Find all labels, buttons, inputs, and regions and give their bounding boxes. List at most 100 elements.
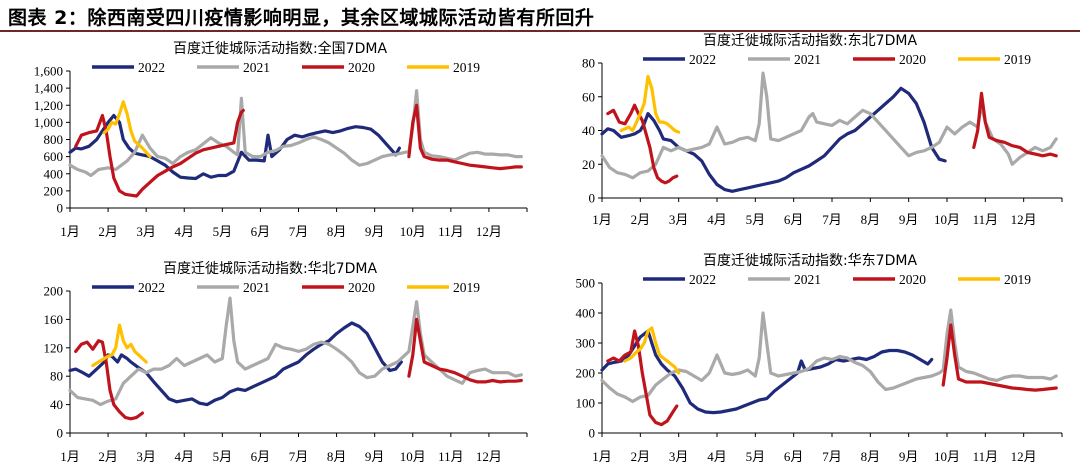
series-line-2022 <box>68 321 403 407</box>
x-tick-label: 5月 <box>213 449 233 464</box>
series-line-2020 <box>941 323 1058 392</box>
legend-label-2019: 2019 <box>1004 272 1031 287</box>
y-tick-label: 40 <box>582 123 595 138</box>
x-tick-label: 2月 <box>98 449 118 464</box>
y-tick-label: 120 <box>44 340 64 355</box>
legend-label-2021: 2021 <box>243 280 270 295</box>
x-tick-label: 4月 <box>174 224 194 239</box>
series-line-2022 <box>68 113 401 181</box>
series-line-2020 <box>606 103 679 185</box>
y-tick-label: 400 <box>44 166 64 181</box>
x-tick-label: 3月 <box>136 224 156 239</box>
y-tick-label: 200 <box>576 366 596 381</box>
x-tick-label: 10月 <box>934 212 960 227</box>
x-tick-label: 2月 <box>98 224 118 239</box>
y-tick-label: 160 <box>44 312 64 327</box>
legend-label-2019: 2019 <box>453 60 480 75</box>
x-tick-label: 2月 <box>631 449 651 464</box>
series-line-2020 <box>74 108 245 198</box>
x-tick-label: 8月 <box>861 212 881 227</box>
x-tick-label: 7月 <box>822 449 842 464</box>
series-line-2022 <box>600 86 947 193</box>
x-tick-label: 3月 <box>669 212 689 227</box>
chart-east: 百度迁徙城际活动指数:华东7DMA 0 100 200 300 400 500 1月 2月 3月 4… <box>576 253 1063 464</box>
x-tick-label: 6月 <box>784 212 804 227</box>
y-tick-label: 1,200 <box>34 98 63 113</box>
x-tick-label: 5月 <box>746 212 766 227</box>
series-line-2020 <box>407 317 523 384</box>
legend-label-2019: 2019 <box>453 280 480 295</box>
x-tick-label: 12月 <box>476 224 502 239</box>
chart-north: 百度迁徙城际活动指数:华北7DMA 0 40 80 120 160 200 1月 2月 3月 4月 5… <box>44 261 528 464</box>
chart-title: 百度迁徙城际活动指数:东北7DMA <box>703 33 917 49</box>
x-tick-label: 11月 <box>438 224 464 239</box>
y-tick-label: 0 <box>589 426 596 441</box>
legend-label-2022: 2022 <box>138 60 165 75</box>
x-tick-label: 12月 <box>1011 449 1037 464</box>
x-tick-label: 4月 <box>174 449 194 464</box>
x-tick-label: 12月 <box>1011 212 1037 227</box>
y-tick-label: 200 <box>44 284 64 299</box>
title-divider <box>0 30 1080 32</box>
legend-label-2020: 2020 <box>348 60 375 75</box>
y-tick-label: 1,000 <box>34 115 63 130</box>
x-tick-label: 10月 <box>934 449 960 464</box>
chart-national: 百度迁徙城际活动指数:全国7DMA 0 200 400 600 800 1,000 1,200… <box>34 40 528 239</box>
x-tick-label: 9月 <box>899 212 919 227</box>
series-line-2019 <box>619 74 681 134</box>
series-line-2019 <box>102 100 152 159</box>
y-tick-label: 300 <box>576 336 596 351</box>
x-tick-label: 9月 <box>365 224 385 239</box>
x-tick-label: 5月 <box>213 224 233 239</box>
x-tick-label: 7月 <box>822 212 842 227</box>
series-line-2021 <box>600 308 1058 404</box>
x-tick-label: 7月 <box>289 449 309 464</box>
x-tick-label: 3月 <box>669 449 689 464</box>
series-line-2020 <box>972 91 1058 158</box>
series-line-2021 <box>68 296 523 407</box>
legend-label-2022: 2022 <box>138 280 165 295</box>
x-tick-label: 8月 <box>861 449 881 464</box>
figure-title: 图表 2：除西南受四川疫情影响明显，其余区域城际活动皆有所回升 <box>8 7 595 29</box>
series-line-2021 <box>68 89 523 178</box>
series-line-2019 <box>623 326 681 375</box>
y-tick-label: 40 <box>50 397 63 412</box>
legend-label-2021: 2021 <box>794 272 821 287</box>
series-line-2019 <box>91 323 148 368</box>
legend-label-2019: 2019 <box>1004 52 1031 67</box>
y-tick-label: 800 <box>44 132 64 147</box>
y-tick-label: 1,400 <box>34 81 63 96</box>
y-tick-label: 80 <box>50 369 63 384</box>
series-line-2020 <box>407 103 523 171</box>
y-tick-label: 600 <box>44 149 64 164</box>
x-tick-label: 3月 <box>136 449 156 464</box>
legend-label-2021: 2021 <box>794 52 821 67</box>
x-tick-label: 10月 <box>400 449 426 464</box>
y-tick-label: 500 <box>576 276 596 291</box>
x-tick-label: 8月 <box>327 449 347 464</box>
y-tick-label: 0 <box>57 426 64 441</box>
x-tick-label: 1月 <box>592 449 612 464</box>
y-tick-label: 80 <box>582 56 595 71</box>
x-tick-label: 5月 <box>746 449 766 464</box>
y-tick-label: 400 <box>576 306 596 321</box>
chart-title: 百度迁徙城际活动指数:华北7DMA <box>163 261 377 277</box>
x-tick-label: 1月 <box>60 224 80 239</box>
x-tick-label: 4月 <box>707 449 727 464</box>
x-tick-label: 2月 <box>631 212 651 227</box>
x-tick-label: 12月 <box>476 449 502 464</box>
x-tick-label: 9月 <box>365 449 385 464</box>
x-tick-label: 6月 <box>251 224 271 239</box>
legend-label-2020: 2020 <box>899 272 926 287</box>
chart-title: 百度迁徙城际活动指数:华东7DMA <box>703 253 917 269</box>
legend-label-2022: 2022 <box>689 52 716 67</box>
chart-title: 百度迁徙城际活动指数:全国7DMA <box>173 40 387 57</box>
legend-label-2022: 2022 <box>689 272 716 287</box>
x-tick-label: 1月 <box>60 449 80 464</box>
legend-label-2020: 2020 <box>899 52 926 67</box>
legend-label-2020: 2020 <box>348 280 375 295</box>
legend-label-2021: 2021 <box>243 60 270 75</box>
x-tick-label: 7月 <box>289 224 309 239</box>
x-tick-label: 6月 <box>251 449 271 464</box>
y-tick-label: 60 <box>582 89 595 104</box>
